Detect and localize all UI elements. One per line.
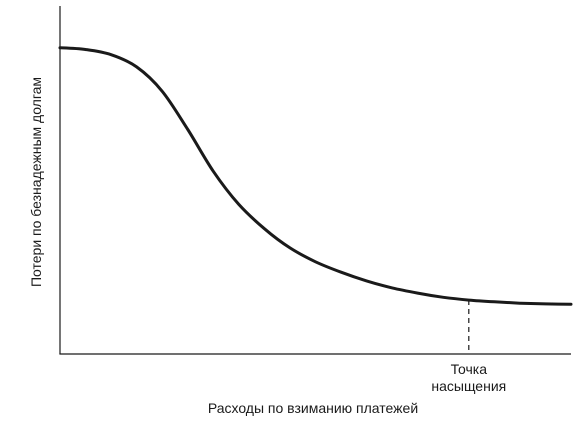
series-points — [59, 46, 573, 305]
y-axis-label: Потери по безнадежным долгам — [28, 77, 44, 287]
x-axis-label: Расходы по взиманию платежей — [208, 400, 418, 416]
series-line — [58, 46, 573, 306]
annotation-label-line-1: Точка — [451, 361, 488, 377]
annotation-label-line-2: насыщения — [431, 378, 506, 394]
